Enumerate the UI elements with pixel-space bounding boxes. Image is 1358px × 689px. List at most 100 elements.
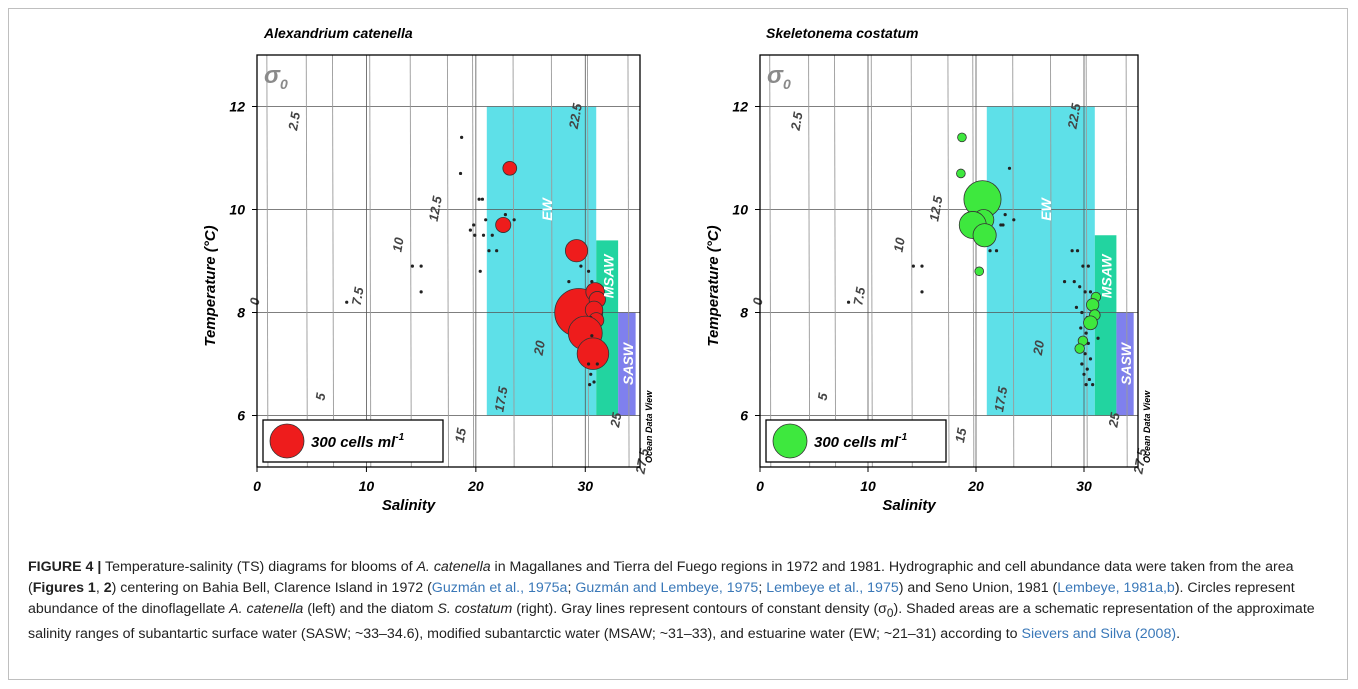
sample-point xyxy=(1079,326,1083,330)
sample-point xyxy=(920,290,924,294)
abundance-circle xyxy=(564,239,589,263)
contour-label: 0 xyxy=(247,296,263,306)
sample-point xyxy=(1012,218,1016,222)
sample-point xyxy=(1075,249,1080,253)
caption-species: S. costatum xyxy=(437,601,513,617)
abundance-circle xyxy=(576,337,610,370)
y-tick-label: 10 xyxy=(229,202,245,218)
x-tick-label: 20 xyxy=(967,478,984,494)
sample-point xyxy=(495,249,499,253)
caption-citation[interactable]: Guzmán and Lembeye, 1975 xyxy=(575,580,759,596)
contour-label: 25 xyxy=(1105,411,1123,430)
density-symbol: σ0 xyxy=(767,62,791,92)
caption-text: ). Circles represent abundance of the di… xyxy=(28,580,1295,617)
sample-point xyxy=(1084,331,1088,335)
y-tick-label: 6 xyxy=(237,408,245,424)
density-contour xyxy=(332,55,335,467)
sample-point xyxy=(477,197,481,201)
sample-point xyxy=(592,380,596,384)
y-tick-label: 10 xyxy=(732,202,748,218)
legend-superscript: -1 xyxy=(395,432,404,443)
caption-species: A. catenella xyxy=(229,601,304,617)
x-tick-label: 0 xyxy=(756,478,764,494)
caption-citation[interactable]: Lembeye, 1981a,b xyxy=(1057,580,1175,596)
sample-point xyxy=(920,264,924,268)
contour-label: 27.5 xyxy=(632,447,651,476)
sample-point xyxy=(480,197,485,201)
water-mass-label: SASW xyxy=(620,341,636,385)
sample-point xyxy=(567,280,571,284)
caption-text: ). Shaded areas are a schematic represen… xyxy=(28,601,1315,642)
water-mass-sasw xyxy=(618,312,636,416)
caption-text: ) and Seno Union, 1981 ( xyxy=(898,580,1058,596)
abundance-circle xyxy=(495,216,512,233)
sample-point xyxy=(484,218,488,222)
abundance-circle xyxy=(1083,315,1098,331)
plot-frame xyxy=(256,54,641,468)
sample-point xyxy=(588,383,592,387)
sample-point xyxy=(994,249,999,253)
caption-species: A. catenella xyxy=(416,559,491,575)
sample-point xyxy=(1083,352,1087,356)
caption-citation[interactable]: Guzmán et al., 1975a xyxy=(431,580,568,596)
sample-point xyxy=(490,233,494,237)
water-mass-ew xyxy=(986,106,1095,416)
x-tick-label: 30 xyxy=(1076,478,1092,494)
sample-point xyxy=(846,300,851,304)
caption-citation[interactable]: Sievers and Silva (2008) xyxy=(1021,625,1177,642)
water-mass-label: MSAW xyxy=(1099,253,1115,298)
caption-text: , xyxy=(95,580,104,596)
abundance-circle xyxy=(974,266,985,277)
watermark: Ocean Data View xyxy=(644,390,654,463)
abundance-circle xyxy=(1086,298,1100,312)
density-contour xyxy=(1012,55,1015,467)
sample-point xyxy=(410,264,414,268)
legend-superscript: -1 xyxy=(898,432,907,443)
water-mass-label: SASW xyxy=(1118,341,1134,385)
caption-text: (left) and the diatom xyxy=(303,601,438,617)
contour-label: 2.5 xyxy=(285,110,303,132)
contour-label: 0 xyxy=(750,296,766,306)
sample-point xyxy=(458,171,463,176)
caption-figure-ref[interactable]: Figures 1 xyxy=(32,580,96,596)
sample-point xyxy=(911,264,915,268)
sample-point xyxy=(478,269,482,273)
sample-point xyxy=(487,249,491,253)
figure-caption: FIGURE 4 | Temperature-salinity (TS) dia… xyxy=(28,557,1328,645)
sample-point xyxy=(988,249,992,253)
sample-point xyxy=(1080,310,1084,315)
caption-citation[interactable]: Lembeye et al., 1975 xyxy=(766,580,899,596)
contour-label: 15 xyxy=(452,426,469,444)
sample-point xyxy=(503,213,508,217)
density-contour xyxy=(305,55,308,467)
abundance-circle xyxy=(957,132,967,143)
contour-label: 5 xyxy=(312,391,328,401)
contour-label: 20 xyxy=(1030,339,1048,358)
caption-label: FIGURE 4 | xyxy=(28,559,102,575)
density-contour xyxy=(550,55,553,467)
sample-point xyxy=(1087,377,1091,382)
caption-subscript: 0 xyxy=(886,605,894,620)
caption-figure-ref[interactable]: 2 xyxy=(103,580,112,596)
density-contour xyxy=(587,55,590,467)
sample-point xyxy=(1091,383,1095,387)
contour-label: 27.5 xyxy=(1130,447,1149,476)
sample-point xyxy=(579,264,583,268)
chart-title: Alexandrium catenella xyxy=(263,25,413,41)
x-tick-label: 20 xyxy=(467,478,484,494)
sample-point xyxy=(589,372,593,376)
contour-label: 17.5 xyxy=(491,385,510,413)
contour-label: 12.5 xyxy=(926,194,945,222)
density-contour xyxy=(910,55,913,467)
contour-label: 2.5 xyxy=(787,110,805,132)
contour-label: 10 xyxy=(891,236,908,254)
density-contour xyxy=(266,55,269,467)
water-mass-label: EW xyxy=(1038,196,1054,220)
legend-label: 300 cells ml-1 xyxy=(814,432,908,451)
x-axis-label: Salinity xyxy=(382,497,436,514)
y-tick-label: 8 xyxy=(740,305,748,321)
density-contour xyxy=(627,55,630,467)
contour-label: 5 xyxy=(815,391,831,401)
legend-marker xyxy=(772,423,808,459)
density-contour xyxy=(947,55,950,467)
